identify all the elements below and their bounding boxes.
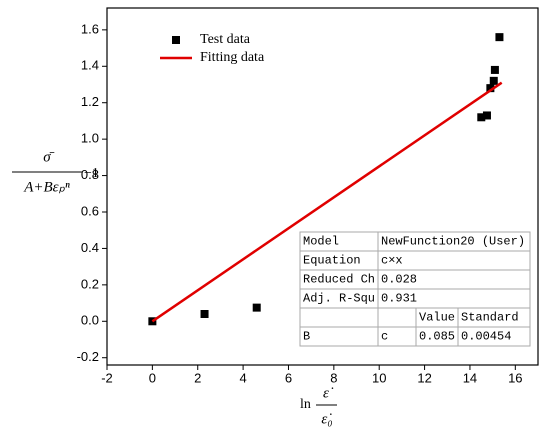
y-tick-label: 0.4 [81, 240, 99, 255]
table-cell: 0.028 [381, 273, 417, 287]
y-tick-label: 1.2 [81, 94, 99, 109]
data-point [489, 76, 498, 85]
y-label-numerator: σ̄ [43, 149, 54, 165]
data-point [495, 33, 504, 42]
legend-label: Fitting data [200, 50, 265, 65]
y-tick-label: -0.2 [77, 349, 99, 364]
x-tick-label: 0 [149, 370, 156, 385]
x-label-numerator: ε̇ [323, 385, 334, 401]
y-tick-label: 0.6 [81, 203, 99, 218]
table-header: Standard [461, 311, 519, 325]
x-tick-label: 6 [285, 370, 292, 385]
table-cell: 0.085 [419, 330, 455, 344]
x-tick-label: 16 [508, 370, 522, 385]
y-tick-label: 1.0 [81, 131, 99, 146]
x-tick-label: -2 [101, 370, 113, 385]
x-tick-label: 4 [239, 370, 246, 385]
data-point [486, 84, 495, 93]
y-tick-label: 1.6 [81, 21, 99, 36]
plot-frame [106, 7, 539, 366]
table-cell: NewFunction20 (User) [381, 235, 525, 249]
x-tick-label: 8 [330, 370, 337, 385]
data-point [200, 310, 209, 318]
y-tick-label: 0.8 [81, 167, 99, 182]
data-point [482, 111, 491, 120]
table-cell: Adj. R-Squ [303, 292, 375, 306]
table-cell: 0.00454 [461, 330, 511, 344]
y-tick-label: 0.0 [81, 313, 99, 328]
table-cell: c×x [381, 254, 403, 268]
legend-marker [172, 36, 180, 44]
table-cell: Reduced Ch [303, 273, 375, 287]
table-cell: c [381, 330, 388, 344]
table-cell: B [303, 330, 310, 344]
table-cell: Equation [303, 254, 361, 268]
legend-label: Test data [200, 32, 251, 47]
x-label-denominator: ε̇₀ [321, 411, 332, 427]
x-tick-label: 14 [463, 370, 477, 385]
x-tick-label: 12 [417, 370, 431, 385]
table-cell: 0.931 [381, 292, 417, 306]
x-label-prefix: ln [300, 397, 311, 412]
y-label-suffix: −1 [84, 166, 99, 181]
table-cell: Model [303, 235, 339, 249]
fit-table: Model NewFunction20 (User) Equation c×x Redu… [299, 231, 531, 347]
x-tick-label: 2 [194, 370, 201, 385]
data-point [490, 65, 499, 74]
y-label-denominator: A+Bεₚⁿ [23, 179, 70, 195]
data-point [477, 113, 486, 122]
table-header: Value [419, 311, 455, 325]
data-point [252, 303, 261, 312]
y-tick-label: 1.4 [81, 58, 99, 73]
y-tick-label: 0.2 [81, 276, 99, 291]
x-tick-label: 10 [372, 370, 386, 385]
fit-line [151, 81, 503, 323]
